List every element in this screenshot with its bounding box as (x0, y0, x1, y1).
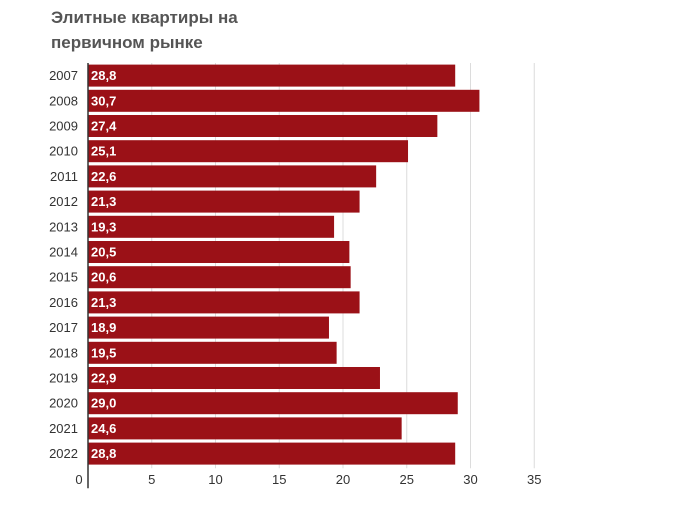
bar (88, 140, 409, 163)
bar-value-label: 19,5 (91, 345, 116, 360)
bar (88, 442, 456, 465)
x-tick-label: 0 (75, 472, 82, 487)
x-tick-label: 25 (400, 472, 414, 487)
bar (88, 215, 335, 238)
category-label: 2020 (49, 396, 78, 411)
chart-title: Элитные квартиры на первичном рынке (51, 8, 238, 52)
bar (88, 417, 402, 440)
bar-value-label: 20,5 (91, 245, 116, 260)
bar (88, 165, 377, 188)
bar-value-label: 28,8 (91, 446, 116, 461)
bars: 28,8 30,7 27,4 25,1 22,6 21,3 19,3 20,5 20,6 21,3… (88, 64, 480, 465)
bar-value-label: 22,9 (91, 371, 116, 386)
bar-value-label: 29,0 (91, 396, 116, 411)
bar (88, 316, 329, 339)
category-label: 2014 (49, 245, 78, 260)
category-label: 2021 (49, 421, 78, 436)
category-label: 2018 (49, 345, 78, 360)
bar-value-label: 27,4 (91, 119, 117, 134)
x-tick-label: 35 (527, 472, 541, 487)
bar (88, 241, 350, 263)
category-label: 2013 (49, 219, 78, 234)
bar-value-label: 24,6 (91, 421, 116, 436)
bar-value-label: 20,6 (91, 270, 116, 285)
bar (88, 392, 458, 415)
category-labels: 2007 2008 2009 2010 2011 2012 2013 2014 2015 2016… (49, 68, 78, 461)
bar-value-label: 22,6 (91, 169, 116, 184)
x-tick-label: 10 (208, 472, 222, 487)
bar (88, 190, 360, 213)
x-tick-label: 15 (272, 472, 286, 487)
bar-value-label: 18,9 (91, 320, 116, 335)
bar-value-label: 21,3 (91, 295, 116, 310)
category-label: 2010 (49, 144, 78, 159)
bar-value-label: 19,3 (91, 219, 116, 234)
bar (88, 266, 351, 289)
bar-value-label: 25,1 (91, 144, 116, 159)
x-tick-label: 30 (463, 472, 477, 487)
bar-value-label: 21,3 (91, 194, 116, 209)
category-label: 2022 (49, 446, 78, 461)
category-label: 2017 (49, 320, 78, 335)
category-label: 2019 (49, 371, 78, 386)
category-label: 2008 (49, 93, 78, 108)
x-tick-label: 20 (336, 472, 350, 487)
bar-value-label: 30,7 (91, 93, 116, 108)
bar (88, 89, 480, 112)
bar (88, 341, 337, 364)
bar (88, 64, 456, 87)
x-tick-label: 5 (148, 472, 155, 487)
bar (88, 367, 380, 389)
category-label: 2015 (49, 270, 78, 285)
category-label: 2011 (50, 169, 78, 184)
category-label: 2009 (49, 119, 78, 134)
bar (88, 115, 438, 137)
category-label: 2016 (49, 295, 78, 310)
category-label: 2012 (49, 194, 78, 209)
category-label: 2007 (49, 68, 78, 83)
bar-value-label: 28,8 (91, 68, 116, 83)
x-axis-ticks: 0 5 10 15 20 25 30 35 (75, 472, 541, 487)
bar (88, 291, 360, 314)
